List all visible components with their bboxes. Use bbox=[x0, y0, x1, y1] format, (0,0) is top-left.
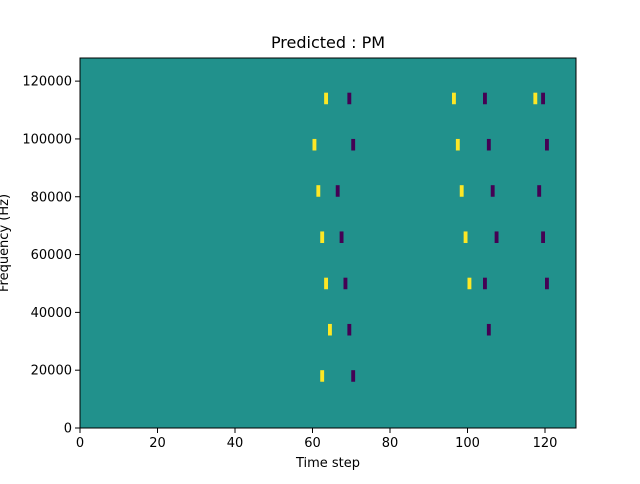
heatmap-cell-low bbox=[494, 231, 499, 243]
heatmap-cell-low bbox=[483, 277, 487, 290]
heatmap-cell-low bbox=[490, 185, 495, 197]
heatmap-cell-low bbox=[541, 92, 546, 105]
x-tick-label: 0 bbox=[76, 436, 84, 451]
heatmap-cell-high bbox=[316, 185, 321, 197]
heatmap-cell-low bbox=[347, 92, 352, 105]
heatmap-cell-low bbox=[343, 277, 348, 290]
y-tick-label: 100000 bbox=[22, 132, 72, 147]
y-tick-label: 40000 bbox=[31, 306, 72, 321]
heatmap-cell-high bbox=[533, 92, 538, 105]
heatmap-cell-high bbox=[324, 277, 329, 290]
heatmap-cell-high bbox=[324, 92, 329, 105]
plot-frame bbox=[79, 57, 577, 429]
heatmap-cell-low bbox=[335, 185, 340, 197]
heatmap-cell-low bbox=[486, 138, 491, 151]
y-tick-label: 20000 bbox=[31, 364, 72, 379]
heatmap-cell-high bbox=[455, 138, 460, 151]
x-tick-label: 20 bbox=[149, 436, 166, 451]
heatmap-cell-low bbox=[351, 138, 356, 151]
heatmap-cells bbox=[312, 92, 549, 382]
heatmap-cell-low bbox=[347, 323, 352, 336]
heatmap-cell-high bbox=[320, 370, 325, 382]
x-axis-ticks: 0 20 40 60 80 100 120 bbox=[76, 428, 558, 451]
chart-title: Predicted : PM bbox=[271, 33, 385, 52]
y-axis-ticks: 0 20000 40000 60000 80000 100000 120000 bbox=[22, 75, 80, 437]
y-tick-label: 0 bbox=[64, 422, 72, 437]
plot-area bbox=[79, 57, 577, 429]
heatmap-cell-low bbox=[351, 370, 356, 382]
x-axis-label: Time step bbox=[295, 456, 360, 471]
x-tick-label: 60 bbox=[304, 436, 321, 451]
heatmap-cell-low bbox=[541, 231, 546, 243]
heatmap-cell-high bbox=[312, 138, 317, 151]
heatmap-cell-low bbox=[339, 231, 344, 243]
heatmap-cell-low bbox=[537, 185, 542, 197]
heatmap-cell-high bbox=[452, 92, 456, 105]
y-axis-label: Frequency (Hz) bbox=[0, 194, 12, 292]
heatmap-cell-high bbox=[459, 185, 464, 197]
x-tick-label: 120 bbox=[533, 436, 558, 451]
y-tick-label: 120000 bbox=[22, 75, 72, 90]
y-tick-label: 80000 bbox=[31, 190, 72, 205]
heatmap-cell-low bbox=[486, 323, 491, 336]
x-tick-label: 100 bbox=[455, 436, 480, 451]
heatmap-cell-low bbox=[483, 92, 487, 105]
heatmap-cell-high bbox=[463, 231, 468, 243]
heatmap-cell-low bbox=[545, 138, 549, 151]
x-tick-label: 80 bbox=[382, 436, 399, 451]
heatmap-cell-high bbox=[320, 231, 325, 243]
heatmap-cell-high bbox=[328, 323, 332, 336]
x-tick-label: 40 bbox=[227, 436, 244, 451]
heatmap-cell-high bbox=[467, 277, 472, 290]
y-tick-label: 60000 bbox=[31, 248, 72, 263]
heatmap-cell-low bbox=[545, 277, 549, 290]
heatmap-background bbox=[80, 58, 576, 428]
